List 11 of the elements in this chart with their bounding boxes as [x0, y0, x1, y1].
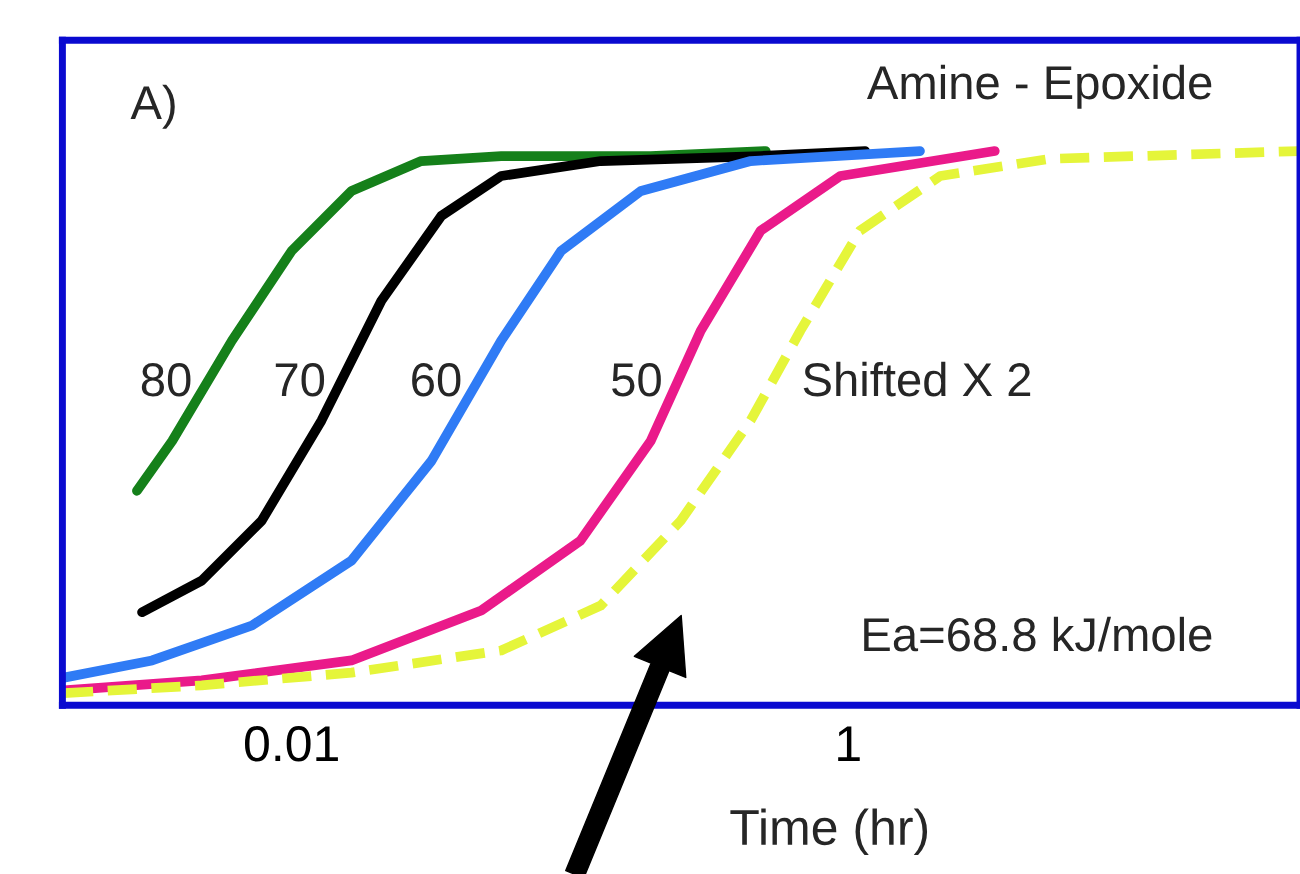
- series-label: 60: [412, 363, 461, 397]
- series-label: 70: [275, 363, 325, 397]
- x-axis-title: Time (hr): [730, 808, 928, 855]
- series-label: Shifted X 2: [803, 361, 1031, 397]
- x-tick-label: 0.01: [244, 726, 338, 762]
- text: A): [130, 84, 175, 129]
- annotation: Ea=68.8 kJ/mole: [864, 616, 1212, 652]
- text: Amine - Epoxide: [866, 64, 1212, 109]
- series-label: 80: [141, 363, 191, 397]
- x-tick-label: 1: [838, 726, 860, 761]
- series-label: 50: [612, 363, 661, 397]
